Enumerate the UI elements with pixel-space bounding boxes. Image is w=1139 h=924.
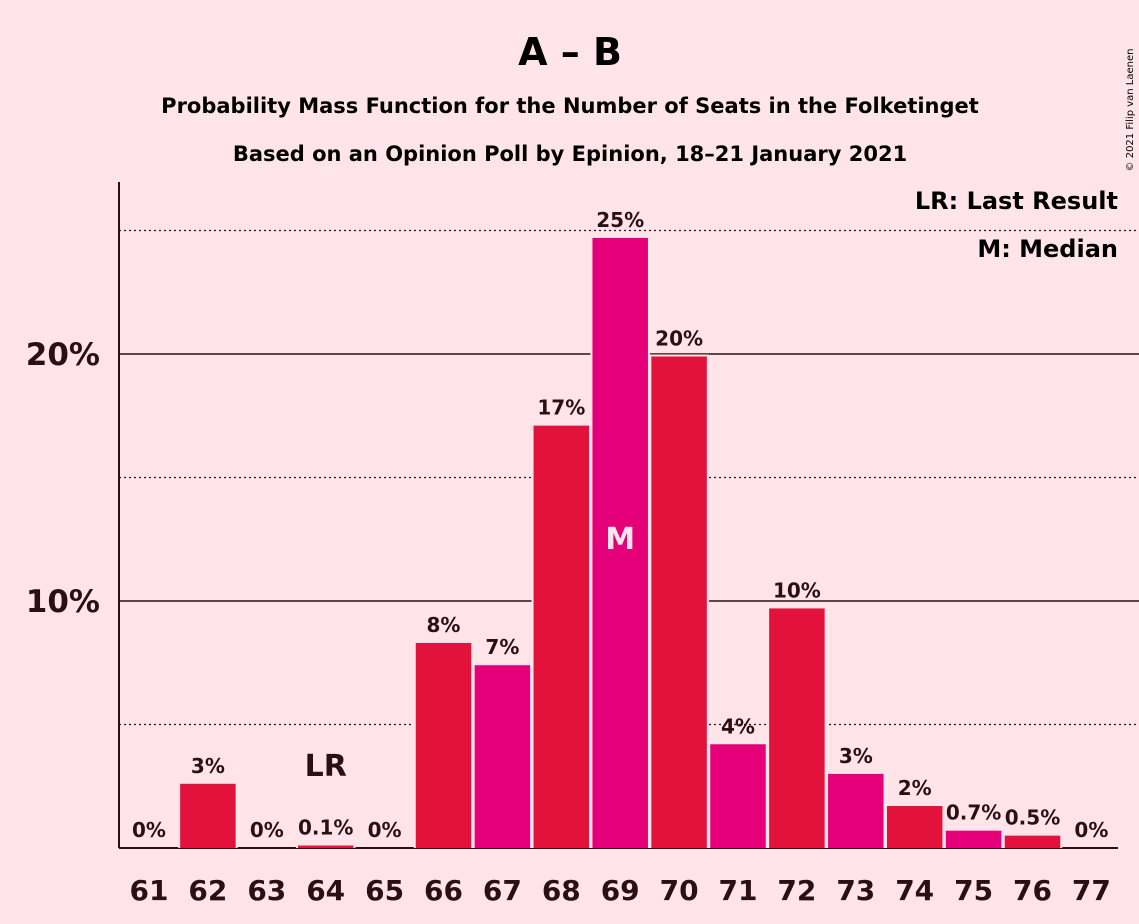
bar-seats-68	[533, 425, 590, 848]
x-tick-label: 62	[188, 874, 227, 907]
value-label: 20%	[655, 326, 703, 350]
x-tick-label: 72	[777, 874, 816, 907]
value-label: 3%	[839, 744, 873, 768]
x-tick-label: 71	[719, 874, 758, 907]
bar-seats-71	[710, 744, 766, 848]
x-tick-label: 68	[542, 874, 581, 907]
value-label: 2%	[898, 776, 932, 800]
x-tick-label: 64	[306, 874, 345, 907]
value-label: 25%	[596, 208, 644, 232]
y-tick-label: 20%	[26, 337, 100, 373]
last-result-marker: LR	[305, 749, 347, 784]
bar-seats-67	[474, 665, 531, 848]
bar-seats-64	[297, 845, 354, 848]
bar-seats-69	[592, 237, 648, 848]
x-tick-label: 63	[247, 874, 286, 907]
bar-seats-70	[651, 356, 707, 848]
x-tick-label: 77	[1072, 874, 1111, 907]
value-label: 10%	[773, 578, 821, 602]
value-label: 0.7%	[946, 801, 1001, 825]
bars-layer	[178, 235, 1063, 848]
bar-seats-73	[828, 773, 884, 848]
labels-layer: 10% 20% 0% 61 3% 62 0% 63 0.1% 64 LR 0% 65 8% 66 7% 67 17…	[26, 208, 1111, 907]
legend-median: M: Median	[977, 235, 1118, 263]
bar-seats-75	[945, 830, 1002, 848]
value-label: 0%	[1074, 818, 1108, 842]
value-label: 3%	[191, 754, 225, 778]
value-label: 0%	[250, 818, 284, 842]
x-tick-label: 74	[895, 874, 934, 907]
copyright-notice: © 2021 Filip van Laenen	[1125, 49, 1136, 172]
bar-seats-74	[886, 806, 943, 848]
value-label: 4%	[721, 714, 755, 738]
x-tick-label: 76	[1013, 874, 1052, 907]
x-tick-label: 61	[130, 874, 169, 907]
value-label: 17%	[537, 396, 585, 420]
value-label: 0.1%	[298, 816, 353, 840]
value-label: 8%	[427, 613, 461, 637]
x-tick-label: 67	[483, 874, 522, 907]
x-tick-label: 66	[424, 874, 463, 907]
chart-title: A – B	[518, 30, 622, 74]
median-marker: M	[605, 522, 635, 557]
x-tick-label: 73	[836, 874, 875, 907]
value-label: 7%	[485, 635, 519, 659]
bar-seats-62	[180, 783, 236, 848]
bar-seats-76	[1004, 835, 1061, 848]
bar-seats-66	[415, 642, 472, 848]
x-tick-label: 69	[601, 874, 640, 907]
value-label: 0%	[132, 818, 166, 842]
chart-subtitle-2: Based on an Opinion Poll by Epinion, 18–…	[233, 142, 907, 166]
y-tick-label: 10%	[26, 584, 100, 620]
value-label: 0.5%	[1005, 806, 1060, 830]
x-tick-label: 75	[954, 874, 993, 907]
legend-last-result: LR: Last Result	[915, 187, 1118, 215]
bar-seats-72	[769, 608, 825, 848]
chart-subtitle-1: Probability Mass Function for the Number…	[161, 94, 979, 118]
value-label: 0%	[368, 818, 402, 842]
x-tick-label: 70	[660, 874, 699, 907]
x-tick-label: 65	[365, 874, 404, 907]
